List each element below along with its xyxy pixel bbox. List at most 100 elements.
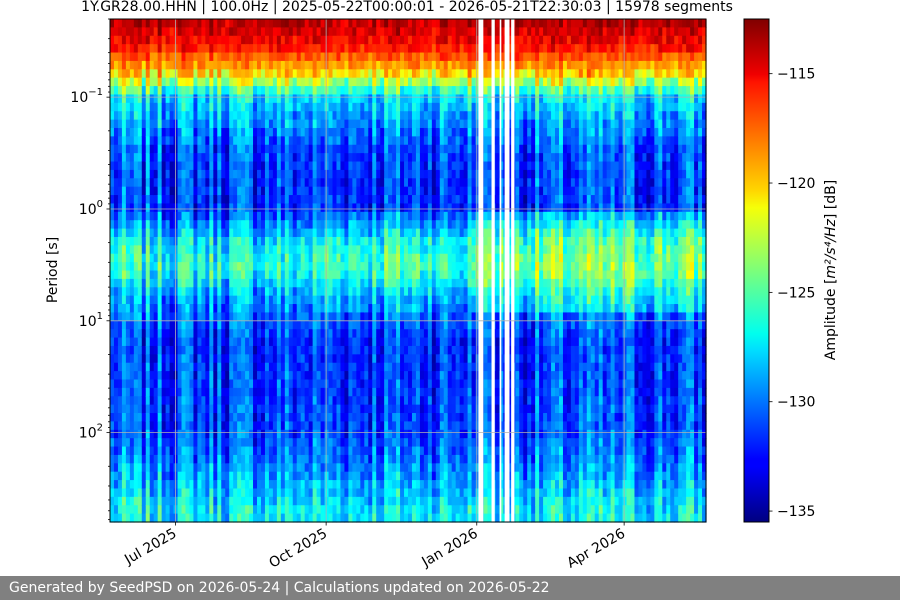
heatmap-cell (205, 195, 210, 205)
heatmap-cell (149, 320, 155, 330)
heatmap-cell (312, 396, 318, 406)
heatmap-cell (352, 304, 357, 314)
heatmap-cell (260, 245, 266, 255)
heatmap-cell (312, 471, 318, 481)
heatmap-cell (419, 345, 425, 355)
heatmap-cell (121, 454, 127, 464)
heatmap-cell (201, 329, 206, 339)
heatmap-cell (411, 262, 417, 272)
heatmap-cell (185, 488, 191, 498)
heatmap-cell (392, 379, 397, 389)
heatmap-cell (423, 153, 429, 163)
heatmap-cell (304, 387, 310, 397)
heatmap-cell (229, 69, 234, 79)
heatmap-cell (396, 119, 401, 129)
heatmap-cell (169, 136, 175, 146)
heatmap-cell (284, 169, 290, 179)
heatmap-cell (205, 304, 210, 314)
heatmap-cell (125, 186, 131, 196)
heatmap-cell (300, 60, 306, 70)
heatmap-cell (284, 505, 290, 515)
heatmap-cell (316, 77, 322, 87)
heatmap-cell (245, 77, 250, 87)
heatmap-cell (320, 379, 326, 389)
heatmap-cell (372, 60, 377, 70)
heatmap-cell (372, 111, 377, 121)
heatmap-cell (121, 337, 127, 347)
heatmap-cell (169, 35, 175, 45)
heatmap-cell (113, 111, 119, 121)
heatmap-cell (110, 262, 115, 272)
heatmap-cell (145, 362, 151, 372)
heatmap-cell (141, 337, 147, 347)
heatmap-cell (404, 404, 409, 414)
heatmap-cell (264, 471, 270, 481)
heatmap-cell (348, 278, 353, 288)
heatmap-cell (229, 438, 234, 448)
heatmap-cell (253, 127, 258, 137)
heatmap-cell (435, 396, 441, 406)
heatmap-cell (344, 354, 349, 364)
heatmap-cell (181, 379, 187, 389)
heatmap-cell (125, 203, 131, 213)
heatmap-cell (209, 119, 214, 129)
heatmap-cell (360, 27, 365, 37)
heatmap-cell (268, 245, 274, 255)
heatmap-cell (292, 161, 298, 171)
heatmap-cell (249, 178, 254, 188)
heatmap-cell (153, 320, 159, 330)
heatmap-cell (133, 312, 139, 322)
heatmap-cell (141, 354, 147, 364)
heatmap-cell (205, 44, 210, 54)
heatmap-cell (209, 387, 214, 397)
heatmap-cell (209, 211, 214, 221)
heatmap-cell (249, 505, 254, 515)
heatmap-cell (245, 278, 250, 288)
heatmap-cell (245, 421, 250, 431)
heatmap-cell (415, 153, 421, 163)
heatmap-cell (372, 52, 377, 62)
heatmap-cell (189, 429, 195, 439)
heatmap-cell (181, 161, 187, 171)
heatmap-cell (189, 337, 195, 347)
heatmap-cell (141, 471, 147, 481)
heatmap-cell (296, 161, 302, 171)
heatmap-cell (384, 253, 389, 263)
heatmap-cell (149, 505, 155, 515)
heatmap-cell (431, 102, 437, 112)
heatmap-cell (201, 337, 206, 347)
heatmap-cell (332, 379, 338, 389)
heatmap-cell (411, 337, 417, 347)
heatmap-cell (376, 396, 381, 406)
heatmap-cell (260, 94, 266, 104)
heatmap-cell (264, 387, 270, 397)
heatmap-cell (316, 471, 322, 481)
heatmap-cell (209, 312, 214, 322)
heatmap-cell (316, 496, 322, 506)
heatmap-cell (392, 463, 397, 473)
heatmap-cell (400, 429, 405, 439)
heatmap-cell (376, 86, 381, 96)
heatmap-cell (129, 136, 135, 146)
heatmap-cell (268, 329, 274, 339)
heatmap-cell (411, 102, 417, 112)
heatmap-cell (388, 329, 393, 339)
heatmap-cell (205, 52, 210, 62)
heatmap-cell (300, 429, 306, 439)
heatmap-cell (384, 446, 389, 456)
heatmap-cell (296, 77, 302, 87)
heatmap-cell (296, 496, 302, 506)
heatmap-cell (276, 253, 282, 263)
heatmap-cell (376, 278, 381, 288)
heatmap-cell (304, 102, 310, 112)
heatmap-cell (249, 337, 254, 347)
heatmap-cell (157, 337, 163, 347)
heatmap-cell (312, 203, 318, 213)
heatmap-cell (229, 329, 234, 339)
heatmap-cell (324, 463, 330, 473)
heatmap-cell (296, 52, 302, 62)
heatmap-cell (308, 320, 314, 330)
heatmap-cell (368, 362, 373, 372)
heatmap-cell (352, 278, 357, 288)
heatmap-cell (225, 337, 230, 347)
